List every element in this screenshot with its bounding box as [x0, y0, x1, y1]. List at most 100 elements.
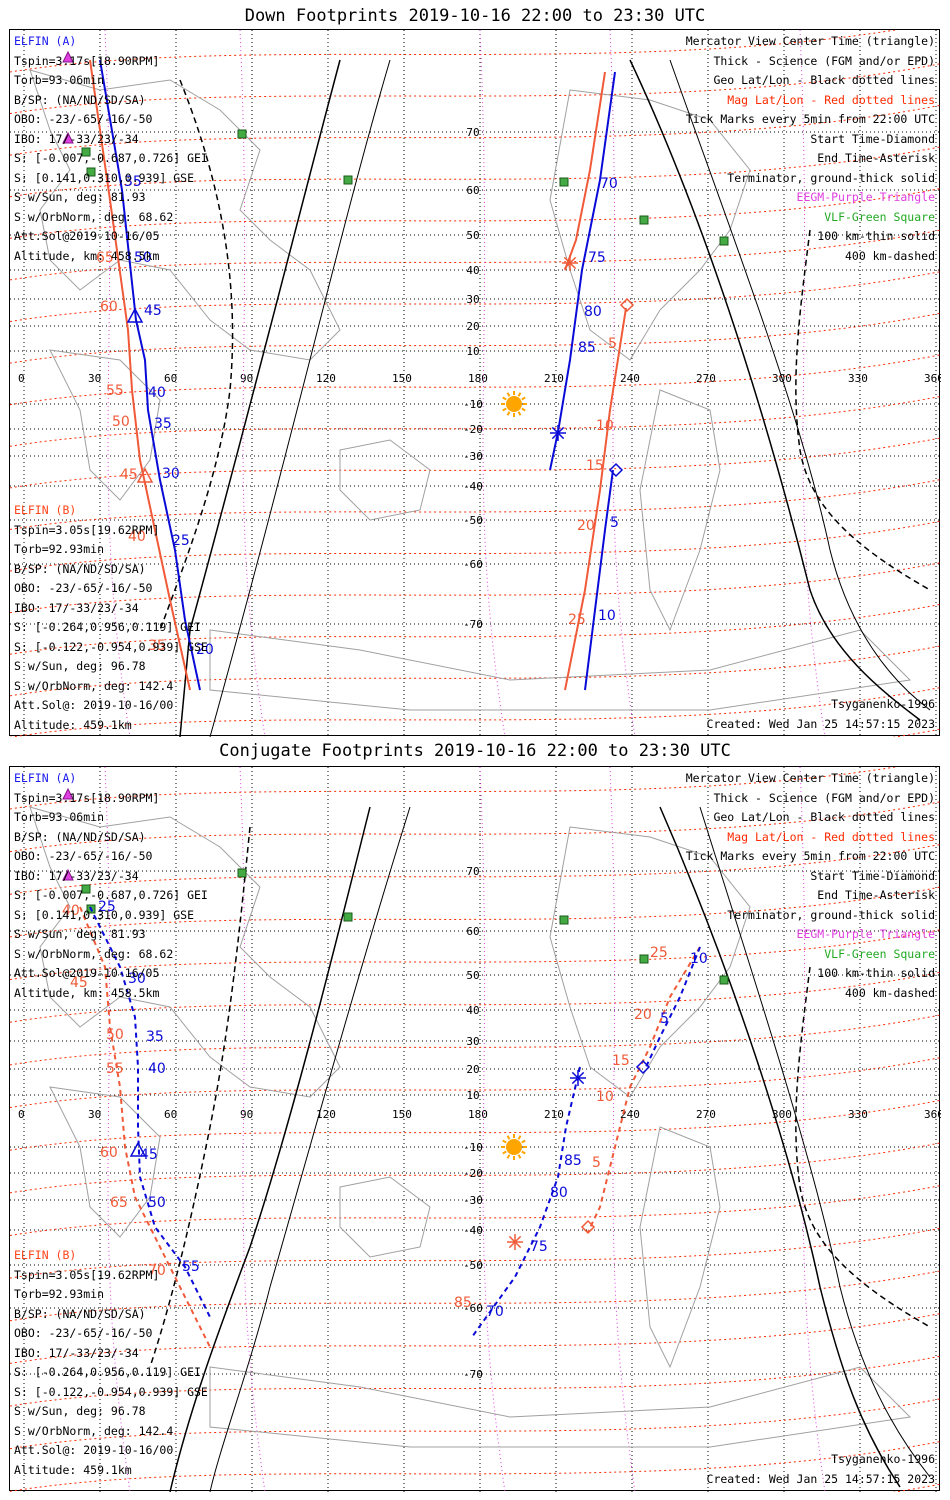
end-time-asterisk [551, 426, 565, 440]
orbit-b-tick-label: 20 [634, 1007, 652, 1023]
created-label: Created: Wed Jan 25 14:57:15 2023 [706, 716, 935, 731]
mag-latitude-line [10, 63, 941, 115]
lon-tick-label: 0 [18, 372, 25, 385]
mag-latitude-line [10, 478, 941, 530]
orbit-a-tick-label: 45 [140, 1147, 158, 1163]
orbit-a-tick-label: 75 [588, 250, 606, 266]
vlf-station-square [343, 175, 353, 185]
lat-tick-label: -60 [463, 558, 483, 571]
terminator-100km [699, 806, 931, 1478]
coastline [29, 69, 341, 361]
coastline [549, 826, 751, 1098]
lat-tick-label: -50 [463, 1259, 483, 1272]
coastline [49, 349, 161, 501]
lon-tick-label: 210 [544, 372, 564, 385]
legend-item: End Time-Asterisk [817, 888, 935, 902]
lon-tick-label: 210 [544, 1108, 564, 1121]
legend-item: Thick - Science (FGM and/or EPD) [713, 53, 935, 68]
terminator-100km [209, 806, 411, 1492]
lat-tick-label: 70 [466, 126, 479, 139]
eegm-triangle [62, 50, 74, 63]
elfin-a-info: ELFIN (A) Tspin=3.17s[18.90RPM] Torb=93.… [14, 32, 208, 266]
info-line: IBO: 17/-33/23/-34 [14, 1345, 139, 1360]
terminator-ground [169, 806, 371, 1492]
mag-latitude-line [10, 1142, 941, 1194]
model-label: Tsyganenko-1996 [831, 697, 935, 711]
orbit-a-tick-label: 25 [172, 533, 190, 549]
mag-latitude-line [10, 437, 941, 489]
orbit-a-tick-label: 50 [148, 1195, 166, 1211]
sun-ray [502, 396, 507, 401]
vlf-station-square [86, 167, 96, 177]
orbit-a-conj-east [471, 1066, 581, 1338]
orbit-b-tick-label: 65 [96, 250, 114, 266]
lat-tick-label: 10 [466, 345, 479, 358]
lon-tick-label: 360 [924, 372, 941, 385]
lat-tick-label: -40 [463, 1224, 483, 1237]
orbit-a-down-east-2 [584, 469, 614, 691]
lat-tick-label: 70 [466, 865, 479, 878]
orbit-b-tick-label: 35 [148, 638, 166, 654]
info-line: B/SP: (NA/ND/SD/SA) [14, 561, 146, 576]
lon-tick-label: 240 [620, 1108, 640, 1121]
orbit-b-tick-label: 60 [100, 1145, 118, 1161]
lat-tick-label: -60 [463, 1302, 483, 1315]
orbit-a-conj-west [89, 906, 211, 1318]
map-legend: Mercator View Center Time (triangle) Thi… [686, 32, 935, 266]
orbit-b-tick-label: 20 [577, 518, 595, 534]
orbit-b-conj-east [587, 946, 701, 1233]
info-line: Tspin=3.17s[18.90RPM] [14, 790, 160, 805]
start-time-diamond [619, 297, 635, 313]
end-time-asterisk [571, 1071, 585, 1085]
coastline [209, 1366, 912, 1448]
legend-item: Start Time-Diamond [810, 868, 935, 883]
orbit-b-tick-label: 40 [62, 903, 80, 919]
vlf-station-square [559, 915, 569, 925]
coastline [209, 629, 912, 711]
vlf-station-square [719, 975, 729, 985]
legend-item: 400 km-dashed [844, 248, 935, 263]
info-line: S: [-0.122,-0.954,0.939] GSE [14, 1384, 208, 1399]
lat-tick-label: -70 [463, 618, 483, 631]
start-time-diamond [635, 1059, 651, 1075]
mag-meridian [239, 767, 266, 1492]
orbit-a-tick-label: 70 [486, 1304, 504, 1320]
info-line: S: [-0.264,0.956,0.119] GEI [14, 620, 201, 634]
info-line: Att.Sol@: 2019-10-16/00 [14, 1443, 174, 1457]
orbit-a-tick-label: 85 [578, 340, 596, 356]
legend-item: Tick Marks every 5min from 22:00 UTC [685, 849, 935, 863]
vlf-station-square [237, 868, 247, 878]
elfin-a-info: ELFIN (A) Tspin=3.17s[18.90RPM] Torb=93.… [14, 769, 208, 1003]
sun-ray [502, 1139, 507, 1144]
map-panel-conjugate: 0 30 60 90 120 150 180 210 240 270 300 330 360 70 60 50… [9, 766, 941, 1492]
lat-tick-label: 10 [466, 1089, 479, 1102]
sun-icon [506, 396, 522, 412]
mag-latitude-line [10, 395, 941, 447]
legend-item: VLF-Green Square [824, 946, 935, 961]
info-line: IBO: 17/-33/23/-34 [14, 868, 139, 883]
terminator-400km [149, 826, 251, 1368]
eegm-triangle [62, 868, 74, 881]
lat-tick-label: 20 [466, 1063, 479, 1076]
terminator-100km [669, 59, 931, 711]
elfin-b-info: ELFIN (B) Tspin=3.05s[19.62RPM] Torb=92.… [14, 1246, 208, 1480]
legend-item: 100 km-thin solid [817, 966, 935, 980]
vlf-station-square [343, 912, 353, 922]
mag-latitude-line [10, 1057, 941, 1109]
lat-tick-label: -40 [463, 480, 483, 493]
orbit-b-tick-label: 5 [592, 1155, 601, 1171]
lat-tick-label: -10 [463, 1141, 483, 1154]
lon-tick-label: 180 [468, 1108, 488, 1121]
coastline [639, 1126, 721, 1369]
sun-ray [517, 411, 522, 416]
orbit-a-tick-label: 85 [564, 1153, 582, 1169]
lat-tick-label: -20 [463, 423, 483, 436]
mag-latitude-line [10, 1099, 941, 1151]
info-line: S: [-0.007,-0.687,0.726] GEI [14, 151, 208, 165]
lat-tick-label: 30 [466, 1035, 479, 1048]
terminator-ground [629, 59, 921, 721]
info-line: S: [-0.122,-0.954,0.939] GSE [14, 639, 208, 654]
lat-tick-label: 50 [466, 229, 479, 242]
info-line: S w/Sun, deg: 96.78 [14, 1404, 146, 1418]
map-panel-down: 0 30 60 90 120 150 180 210 240 270 300 330 360 70 60 50… [9, 29, 941, 737]
